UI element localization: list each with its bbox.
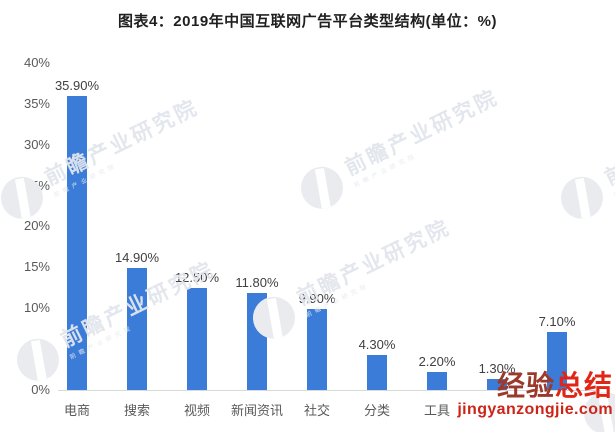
y-axis-tick-label: 0% xyxy=(31,382,50,397)
brand-watermark-subtext: 前瞻产业研究院 xyxy=(353,152,419,189)
y-axis-tick-label: 40% xyxy=(23,54,50,70)
bar xyxy=(67,96,87,390)
brand-watermark: 前瞻产业研究院 前瞻产业研究院 xyxy=(553,92,615,226)
brand-watermark-text: 前瞻产业研究院 xyxy=(341,86,503,181)
x-axis-category-label: 分类 xyxy=(363,403,390,418)
y-axis-tick-label: 20% xyxy=(23,218,50,234)
x-axis-category-label: 社交 xyxy=(303,403,330,418)
bar-value-label: 14.90% xyxy=(114,250,160,265)
site-watermark-url: jingyanzongjie.com xyxy=(457,401,613,418)
site-watermark-title-dark: 经验 xyxy=(496,370,555,401)
bar-value-label: 1.30% xyxy=(478,361,516,376)
bar xyxy=(547,332,567,390)
y-axis-tick-label: 25% xyxy=(23,177,50,193)
bar xyxy=(367,355,387,390)
x-axis-category-label: 搜索 xyxy=(123,403,150,418)
bar-value-label: 11.80% xyxy=(235,275,279,290)
bar xyxy=(307,309,327,390)
x-axis-category-label: 工具 xyxy=(423,403,450,418)
bar-value-label: 7.10% xyxy=(538,314,576,329)
brand-watermark: 前瞻产业研究院 前瞻产业研究院 xyxy=(293,82,509,216)
bar xyxy=(427,372,447,390)
brand-logo-icon xyxy=(553,169,611,226)
brand-watermark-text: 前瞻产业研究院 xyxy=(601,96,615,191)
bar-value-label: 12.50% xyxy=(174,270,220,285)
chart-title: 图表4：2019年中国互联网广告平台类型结构(单位：%) xyxy=(117,13,498,30)
x-axis-category-label: 视频 xyxy=(183,403,210,418)
y-axis-tick-label: 30% xyxy=(23,136,50,152)
site-watermark: 经验总结 jingyanzongjie.com xyxy=(457,372,613,418)
brand-logo-icon xyxy=(293,159,351,216)
x-axis-category-label: 电商 xyxy=(63,403,90,418)
y-axis-tick-label: 15% xyxy=(23,259,50,275)
site-watermark-title-bright: 总结 xyxy=(554,370,613,401)
x-axis-line xyxy=(58,390,600,391)
y-axis-tick-label: 5% xyxy=(31,341,50,357)
bar xyxy=(247,293,267,390)
brand-watermark-subtext: 前瞻产业研究院 xyxy=(305,282,371,319)
bar xyxy=(487,379,507,390)
bar-value-label: 9.90% xyxy=(298,291,336,306)
bar-value-label: 35.90% xyxy=(54,78,100,93)
y-axis-tick-label: 35% xyxy=(23,95,50,111)
x-axis-category-label: 新闻资讯 xyxy=(230,403,283,418)
y-axis-tick-label: 10% xyxy=(23,300,50,316)
brand-watermark: 前瞻产业研究院 前瞻产业研究院 xyxy=(0,92,209,226)
bar-value-label: 4.30% xyxy=(358,337,396,352)
bar-value-label: 2.20% xyxy=(418,354,456,369)
bar xyxy=(187,288,207,390)
bar xyxy=(127,268,147,390)
